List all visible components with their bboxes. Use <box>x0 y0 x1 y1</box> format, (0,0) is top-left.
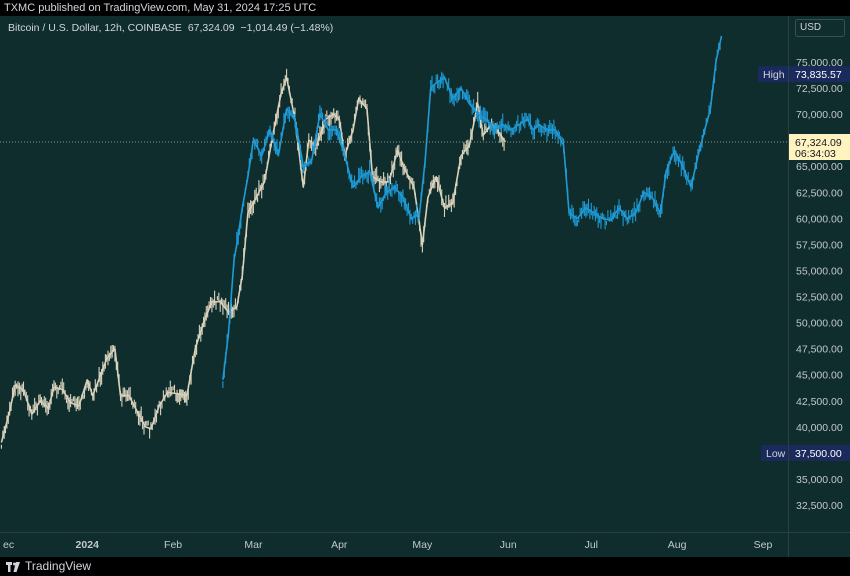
low-value-badge <box>789 444 850 461</box>
y-tick-label: 42,500.00 <box>796 396 843 408</box>
y-tick-label: 47,500.00 <box>796 344 843 356</box>
currency-label: USD <box>800 22 822 33</box>
y-tick-label: 62,500.00 <box>796 187 843 199</box>
footer-bar: TradingView <box>0 557 850 576</box>
series-layer <box>0 35 723 449</box>
y-tick-label: 57,500.00 <box>796 239 843 251</box>
price-chart[interactable]: 75,000.0072,500.0070,000.0067,500.0065,0… <box>0 16 850 557</box>
high-label-badge <box>758 66 788 83</box>
y-tick-label: 65,000.00 <box>796 161 843 173</box>
y-tick-label: 72,500.00 <box>796 83 843 95</box>
symbol-name: Bitcoin / U.S. Dollar, 12h, COINBASE <box>8 22 182 34</box>
x-tick-label: 2024 <box>76 539 100 551</box>
overlay-line <box>222 35 723 380</box>
y-tick-label: 32,500.00 <box>796 500 843 512</box>
last-price: 67,324.09 <box>187 22 235 34</box>
x-tick-label: Mar <box>244 539 263 551</box>
y-tick-label: 70,000.00 <box>796 109 843 121</box>
y-tick-label: 45,000.00 <box>796 370 843 382</box>
y-tick-label: 75,000.00 <box>796 57 843 69</box>
x-tick-label: ec <box>3 539 14 551</box>
x-tick-label: Jun <box>500 539 517 551</box>
low-label: Low <box>766 448 786 460</box>
overlay-series <box>222 35 723 388</box>
last-price-value: 67,324.09 <box>795 137 842 149</box>
y-tick-label: 40,000.00 <box>796 422 843 434</box>
brand-name: TradingView <box>25 559 92 573</box>
price-markers: High 73,835.57 Low 37,500.00 67,324.0906:34:… <box>758 66 850 461</box>
high-label: High <box>763 69 785 81</box>
currency-selector[interactable]: USD <box>795 19 845 37</box>
price-series <box>0 68 507 449</box>
last-price-countdown: 06:34:03 <box>795 148 836 160</box>
price-line <box>0 76 507 443</box>
x-tick-label: Apr <box>331 539 348 551</box>
y-tick-label: 60,000.00 <box>796 213 843 225</box>
price-axis[interactable]: 75,000.0072,500.0070,000.0067,500.0065,0… <box>796 57 843 512</box>
publish-info-text: TXMC published on TradingView.com, May 3… <box>4 2 317 14</box>
publish-info-bar: TXMC published on TradingView.com, May 3… <box>0 0 850 16</box>
high-value: 73,835.57 <box>795 69 842 81</box>
x-tick-label: Jul <box>585 539 598 551</box>
x-tick-label: Aug <box>668 539 687 551</box>
last-price-badge <box>789 134 850 161</box>
price-change: −1,014.49 (−1.48%) <box>240 22 334 34</box>
low-label-badge <box>761 444 788 461</box>
y-tick-label: 50,000.00 <box>796 318 843 330</box>
high-value-badge <box>789 66 850 83</box>
low-value: 37,500.00 <box>795 448 842 460</box>
x-tick-label: Sep <box>754 539 773 551</box>
y-tick-label: 35,000.00 <box>796 474 843 486</box>
tradingview-logo-icon <box>6 561 20 572</box>
y-tick-label: 55,000.00 <box>796 265 843 277</box>
plot-area[interactable] <box>0 16 788 532</box>
time-axis[interactable]: ec 2024 Feb Mar Apr May Jun Jul Aug Sep <box>3 539 772 551</box>
x-tick-label: May <box>412 539 433 551</box>
y-tick-label: 52,500.00 <box>796 292 843 304</box>
x-tick-label: Feb <box>164 539 182 551</box>
symbol-legend[interactable]: Bitcoin / U.S. Dollar, 12h, COINBASE 67,… <box>8 22 333 34</box>
